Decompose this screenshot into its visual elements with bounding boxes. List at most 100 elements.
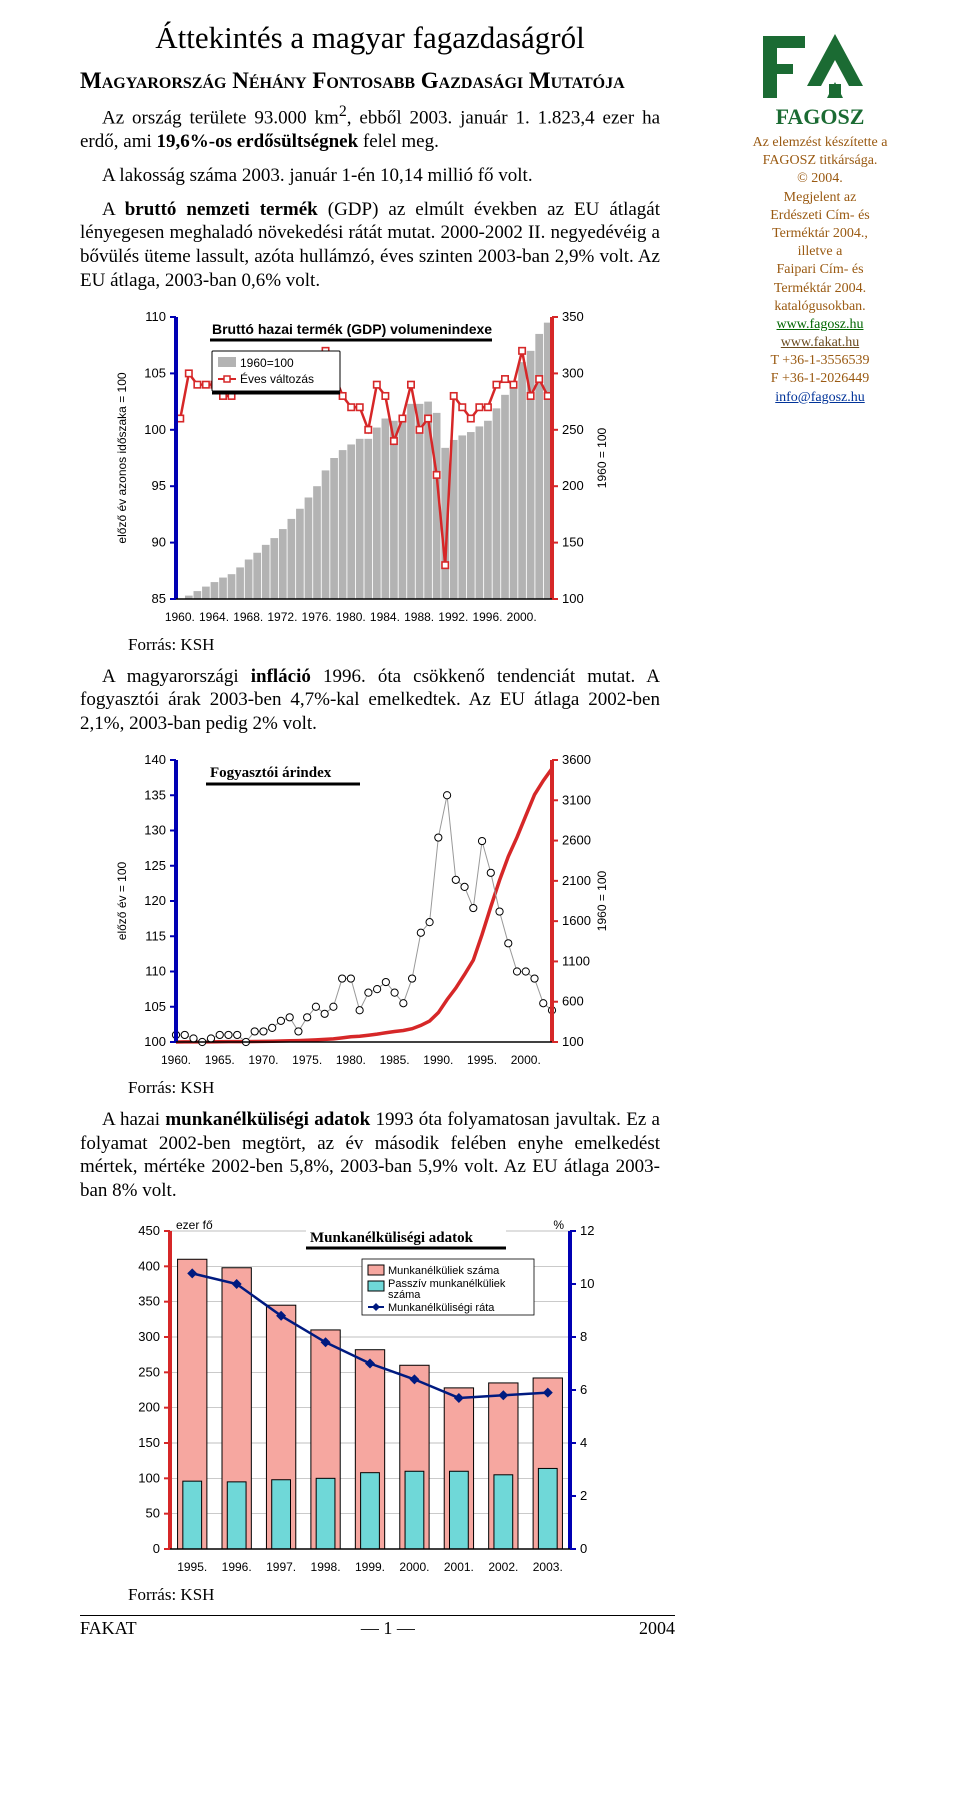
svg-text:FAGOSZ: FAGOSZ: [776, 104, 865, 128]
svg-text:100: 100: [144, 1034, 166, 1049]
svg-text:1964.: 1964.: [199, 610, 229, 624]
svg-text:1985.: 1985.: [380, 1053, 410, 1067]
unemp-chart: 050100150200250300350400450ezer fő024681…: [104, 1213, 624, 1583]
svg-text:3600: 3600: [562, 752, 591, 767]
svg-text:135: 135: [144, 787, 166, 802]
svg-text:1960 = 100: 1960 = 100: [595, 427, 609, 488]
svg-text:0: 0: [580, 1541, 587, 1556]
cpi-chart: 100 105 110 115 120 125 130 135 140 előző év = 10…: [104, 746, 624, 1076]
svg-text:2600: 2600: [562, 832, 591, 847]
svg-text:előző év = 100: előző év = 100: [115, 861, 129, 940]
svg-text:130: 130: [144, 822, 166, 837]
svg-text:115: 115: [145, 928, 166, 943]
svg-text:1990.: 1990.: [423, 1053, 453, 1067]
footer-left: FAKAT: [80, 1618, 137, 1639]
link-fakat[interactable]: www.fakat.hu: [781, 335, 859, 350]
svg-text:1997.: 1997.: [266, 1560, 296, 1574]
svg-text:10: 10: [580, 1276, 594, 1291]
side-text: Megjelent az: [720, 189, 920, 207]
svg-text:200: 200: [138, 1399, 160, 1414]
svg-text:1960.: 1960.: [161, 1053, 191, 1067]
svg-text:2100: 2100: [562, 873, 591, 888]
svg-text:1998.: 1998.: [311, 1560, 341, 1574]
svg-text:1968.: 1968.: [233, 610, 263, 624]
svg-text:1996.: 1996.: [472, 610, 502, 624]
svg-text:1960.: 1960.: [165, 610, 195, 624]
svg-text:200: 200: [562, 478, 584, 493]
svg-text:1995.: 1995.: [177, 1560, 207, 1574]
svg-text:50: 50: [146, 1505, 160, 1520]
side-text: Az elemzést készítette a: [720, 134, 920, 152]
svg-text:400: 400: [138, 1258, 160, 1273]
svg-text:100: 100: [562, 1034, 584, 1049]
side-text: © 2004.: [720, 170, 920, 188]
side-text: Erdészeti Cím- és: [720, 207, 920, 225]
svg-text:2000.: 2000.: [507, 610, 537, 624]
svg-text:250: 250: [138, 1364, 160, 1379]
svg-text:Munkanélküliek száma: Munkanélküliek száma: [388, 1265, 500, 1277]
svg-text:2002.: 2002.: [488, 1560, 518, 1574]
fagosz-logo: FAGOSZ: [755, 28, 885, 128]
svg-text:1600: 1600: [562, 913, 591, 928]
side-text: Faipari Cím- és: [720, 261, 920, 279]
svg-text:95: 95: [152, 478, 166, 493]
svg-text:%: %: [553, 1218, 564, 1232]
svg-text:1100: 1100: [562, 953, 590, 968]
svg-text:300: 300: [138, 1329, 160, 1344]
svg-text:105: 105: [144, 999, 166, 1014]
svg-text:2000.: 2000.: [399, 1560, 429, 1574]
svg-text:6: 6: [580, 1382, 587, 1397]
link-fagosz[interactable]: www.fagosz.hu: [777, 317, 864, 332]
side-text: Terméktár 2004.: [720, 280, 920, 298]
side-text: katalógusokban.: [720, 298, 920, 316]
svg-text:ezer fő: ezer fő: [176, 1218, 213, 1232]
svg-text:1980.: 1980.: [336, 1053, 366, 1067]
page-title: Áttekintés a magyar fagazdaságról: [80, 20, 660, 56]
svg-text:90: 90: [152, 534, 166, 549]
svg-text:300: 300: [562, 365, 584, 380]
svg-text:150: 150: [562, 534, 584, 549]
svg-text:1960=100: 1960=100: [240, 356, 294, 370]
svg-text:120: 120: [144, 893, 166, 908]
side-text: Terméktár 2004.,: [720, 225, 920, 243]
para-4: A magyarországi infláció 1996. óta csökk…: [80, 665, 660, 736]
svg-text:100: 100: [138, 1470, 160, 1485]
svg-text:600: 600: [562, 994, 584, 1009]
page-subtitle: Magyarország Néhány Fontosabb Gazdasági …: [80, 68, 660, 94]
svg-text:1992.: 1992.: [438, 610, 468, 624]
svg-text:150: 150: [138, 1435, 160, 1450]
svg-text:1976.: 1976.: [302, 610, 332, 624]
svg-text:250: 250: [562, 421, 584, 436]
side-phone: T +36-1-3556539: [720, 352, 920, 370]
para-3: A bruttó nemzeti termék (GDP) az elmúlt …: [80, 198, 660, 293]
svg-text:1996.: 1996.: [222, 1560, 252, 1574]
svg-text:110: 110: [145, 309, 166, 324]
footer-center: — 1 —: [361, 1618, 415, 1639]
svg-text:450: 450: [138, 1223, 160, 1238]
svg-text:1970.: 1970.: [248, 1053, 278, 1067]
svg-text:12: 12: [580, 1223, 594, 1238]
svg-text:1984.: 1984.: [370, 610, 400, 624]
svg-text:száma: száma: [388, 1289, 421, 1301]
svg-text:125: 125: [144, 858, 166, 873]
svg-text:1960 = 100: 1960 = 100: [595, 870, 609, 931]
svg-text:Fogyasztói árindex: Fogyasztói árindex: [210, 765, 332, 781]
side-text: illetve a: [720, 243, 920, 261]
svg-text:105: 105: [144, 365, 166, 380]
svg-text:110: 110: [145, 963, 166, 978]
svg-text:1995.: 1995.: [467, 1053, 497, 1067]
link-mail[interactable]: info@fagosz.hu: [775, 390, 864, 405]
side-fax: F +36-1-2026449: [720, 370, 920, 388]
svg-text:350: 350: [138, 1293, 160, 1308]
svg-text:1988.: 1988.: [404, 610, 434, 624]
svg-text:1972.: 1972.: [267, 610, 297, 624]
svg-text:8: 8: [580, 1329, 587, 1344]
svg-text:Munkanélküliségi ráta: Munkanélküliségi ráta: [388, 1302, 495, 1314]
svg-text:2003.: 2003.: [533, 1560, 563, 1574]
svg-text:140: 140: [144, 752, 166, 767]
svg-text:4: 4: [580, 1435, 587, 1450]
svg-text:100: 100: [562, 591, 584, 606]
gdp-chart: 859095100105110előző év azonos időszaka …: [104, 303, 624, 633]
para-2: A lakosság száma 2003. január 1-én 10,14…: [80, 164, 660, 188]
source-2: Forrás: KSH: [128, 1078, 660, 1098]
